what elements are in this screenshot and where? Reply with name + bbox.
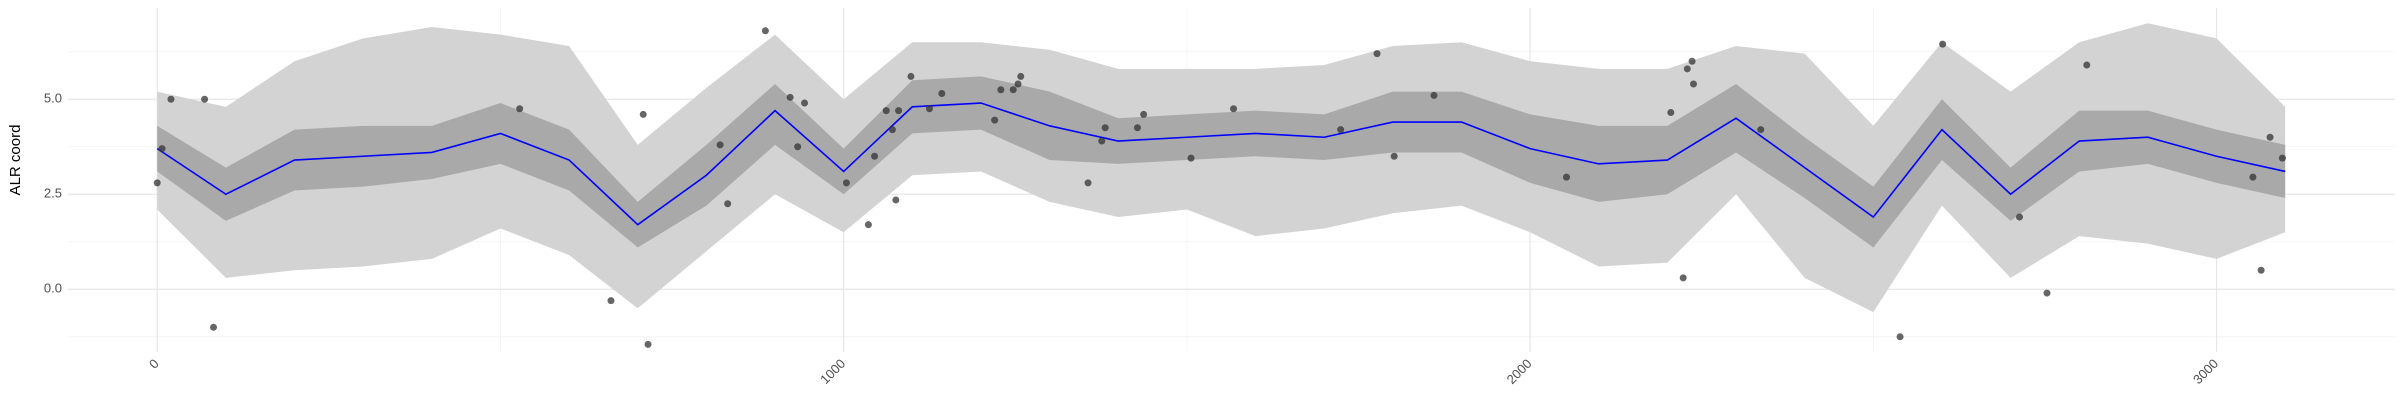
data-point — [842, 179, 850, 187]
data-point — [786, 93, 794, 101]
data-point — [1098, 137, 1106, 145]
data-point — [895, 107, 903, 115]
data-point — [2083, 61, 2091, 69]
data-point — [201, 95, 209, 103]
data-point — [991, 116, 999, 124]
data-point — [997, 86, 1005, 94]
data-point — [153, 179, 161, 187]
confidence-band — [157, 76, 2286, 248]
data-point — [2278, 154, 2286, 162]
data-point — [888, 126, 896, 134]
data-point — [2016, 213, 2024, 221]
data-point — [1084, 179, 1092, 187]
data-point — [2043, 289, 2051, 297]
data-point — [1757, 126, 1765, 134]
data-point — [761, 27, 769, 35]
data-point — [1896, 333, 1904, 341]
data-point — [716, 141, 724, 149]
data-point — [1562, 173, 1570, 181]
data-point — [639, 110, 647, 118]
data-point — [1133, 124, 1141, 132]
data-point — [1688, 57, 1696, 65]
data-point — [1689, 80, 1697, 88]
data-point — [938, 90, 946, 98]
data-point — [1679, 274, 1687, 282]
data-point — [516, 105, 524, 113]
data-point — [1017, 72, 1025, 80]
y-tick-label: 0.0 — [44, 281, 62, 296]
y-tick-label: 5.0 — [44, 91, 62, 106]
data-point — [1009, 86, 1017, 94]
data-point — [210, 323, 218, 331]
data-point — [925, 105, 933, 113]
data-point — [607, 297, 615, 305]
y-tick-label: 2.5 — [44, 186, 62, 201]
x-tick-label: 2000 — [1504, 356, 1535, 387]
data-point — [1140, 110, 1148, 118]
data-point — [2249, 173, 2257, 181]
data-point — [1337, 126, 1345, 134]
data-point — [1939, 40, 1947, 48]
data-point — [158, 145, 166, 153]
data-point — [1390, 152, 1398, 160]
data-point — [167, 95, 175, 103]
mean-line — [156, 102, 2286, 226]
y-axis-title: ALR coord — [7, 125, 24, 196]
x-tick-label: 1000 — [817, 356, 848, 387]
data-point — [724, 200, 732, 208]
data-point — [864, 221, 872, 229]
confidence-band — [157, 23, 2286, 313]
data-point — [644, 340, 652, 348]
data-point — [794, 143, 802, 151]
data-point — [2266, 133, 2274, 141]
data-point — [2257, 266, 2265, 274]
data-point — [1667, 109, 1675, 117]
data-point — [801, 99, 809, 107]
x-tick-label: 0 — [146, 356, 162, 372]
data-point — [1373, 50, 1381, 58]
data-point — [892, 196, 900, 204]
data-point — [882, 107, 890, 115]
x-tick-label: 3000 — [2190, 356, 2221, 387]
data-point — [907, 72, 915, 80]
data-point — [1014, 80, 1022, 88]
data-point — [1101, 124, 1109, 132]
data-point — [1187, 154, 1195, 162]
data-point — [871, 152, 879, 160]
data-point — [1230, 105, 1238, 113]
data-point — [1430, 91, 1438, 99]
data-point — [1683, 65, 1691, 73]
